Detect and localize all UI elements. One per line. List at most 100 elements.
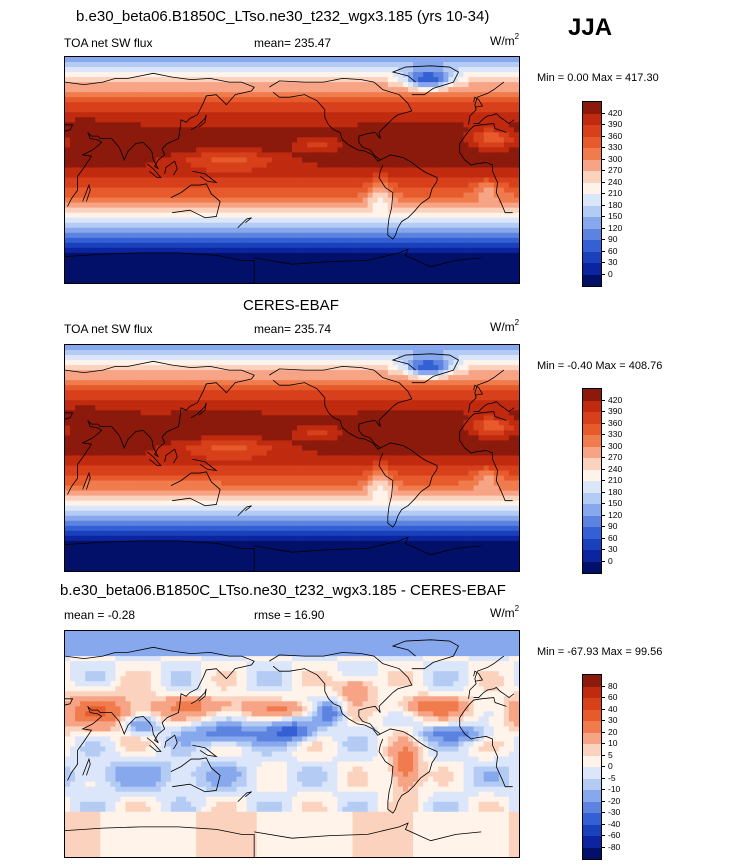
- field-cell: [196, 390, 202, 396]
- field-cell: [181, 192, 187, 198]
- field-cell: [125, 355, 131, 361]
- field-cell: [125, 217, 131, 224]
- field-cell: [473, 57, 480, 63]
- field-cell: [292, 345, 298, 351]
- field-cell: [105, 162, 111, 168]
- field-cell: [216, 172, 222, 178]
- field-cell: [256, 142, 263, 148]
- field-cell: [408, 67, 414, 73]
- field-cell: [80, 62, 86, 68]
- field-cell: [317, 147, 323, 153]
- field-cell: [413, 375, 419, 381]
- field-cell: [70, 207, 76, 214]
- field-cell: [191, 232, 197, 239]
- field-cell: [392, 112, 399, 118]
- field-cell: [221, 62, 227, 68]
- field-cell: [332, 345, 338, 351]
- field-cell: [70, 355, 76, 361]
- field-cell: [352, 212, 358, 219]
- field-cell: [463, 277, 469, 283]
- field-cell: [423, 262, 429, 269]
- field-cell: [211, 242, 217, 249]
- field-cell: [433, 87, 439, 93]
- field-cell: [211, 267, 217, 274]
- field-cell: [130, 177, 137, 183]
- field-cell: [397, 67, 404, 73]
- field-cell: [292, 82, 298, 88]
- field-cell: [367, 237, 374, 244]
- field-cell: [271, 162, 278, 168]
- field-cell: [105, 127, 111, 133]
- colorbar-label: 0: [608, 268, 613, 279]
- field-cell: [503, 127, 510, 133]
- field-cell: [468, 152, 474, 158]
- field-cell: [145, 247, 152, 254]
- field-cell: [428, 365, 434, 371]
- field-cell: [408, 380, 414, 386]
- field-cell: [493, 232, 500, 239]
- field-cell: [483, 167, 490, 173]
- field-cell: [297, 212, 303, 219]
- field-cell: [271, 157, 278, 163]
- field-cell: [387, 385, 394, 391]
- field-cell: [221, 232, 227, 239]
- field-cell: [402, 257, 409, 264]
- field-cell: [478, 380, 485, 386]
- field-cell: [493, 202, 500, 209]
- panel-1-minmax: Min = 0.00 Max = 417.30: [537, 72, 659, 84]
- field-cell: [145, 187, 152, 193]
- field-cell: [95, 345, 101, 351]
- field-cell: [458, 197, 464, 204]
- field-cell: [392, 197, 399, 204]
- field-cell: [276, 262, 283, 269]
- field-cell: [297, 177, 303, 183]
- field-cell: [70, 77, 76, 83]
- colorbar-label: 270: [608, 165, 623, 175]
- field-cell: [322, 67, 328, 73]
- field-cell: [115, 57, 121, 63]
- field-cell: [387, 107, 394, 113]
- field-cell: [150, 390, 157, 396]
- field-cell: [221, 142, 227, 148]
- field-cell: [80, 217, 86, 224]
- field-cell: [292, 237, 298, 244]
- field-cell: [251, 177, 258, 183]
- field-cell: [438, 262, 444, 269]
- field-cell: [241, 137, 247, 143]
- field-cell: [271, 147, 278, 153]
- field-cell: [423, 57, 429, 63]
- field-cell: [347, 157, 353, 163]
- field-cell: [352, 132, 358, 138]
- field-cell: [105, 142, 111, 148]
- field-cell: [387, 365, 394, 371]
- field-cell: [392, 350, 399, 356]
- field-cell: [85, 365, 91, 371]
- field-cell: [307, 227, 313, 234]
- field-cell: [463, 345, 469, 351]
- field-cell: [297, 207, 303, 214]
- field-cell: [181, 375, 187, 381]
- field-cell: [433, 97, 439, 103]
- field-cell: [418, 350, 424, 356]
- field-cell: [175, 197, 182, 204]
- field-cell: [100, 217, 106, 224]
- field-cell: [155, 202, 162, 209]
- field-cell: [428, 77, 434, 83]
- field-cell: [115, 247, 121, 254]
- field-cell: [352, 247, 358, 254]
- field-cell: [322, 277, 328, 283]
- field-cell: [181, 252, 187, 259]
- field-cell: [70, 167, 76, 173]
- field-cell: [281, 77, 288, 83]
- field-cell: [216, 57, 222, 63]
- field-cell: [85, 222, 91, 229]
- field-cell: [372, 112, 379, 118]
- field-cell: [216, 107, 222, 113]
- field-cell: [170, 182, 177, 188]
- field-cell: [266, 92, 273, 98]
- field-cell: [413, 107, 419, 113]
- field-cell: [125, 167, 131, 173]
- field-cell: [70, 262, 76, 269]
- field-cell: [428, 192, 434, 198]
- field-cell: [271, 272, 278, 279]
